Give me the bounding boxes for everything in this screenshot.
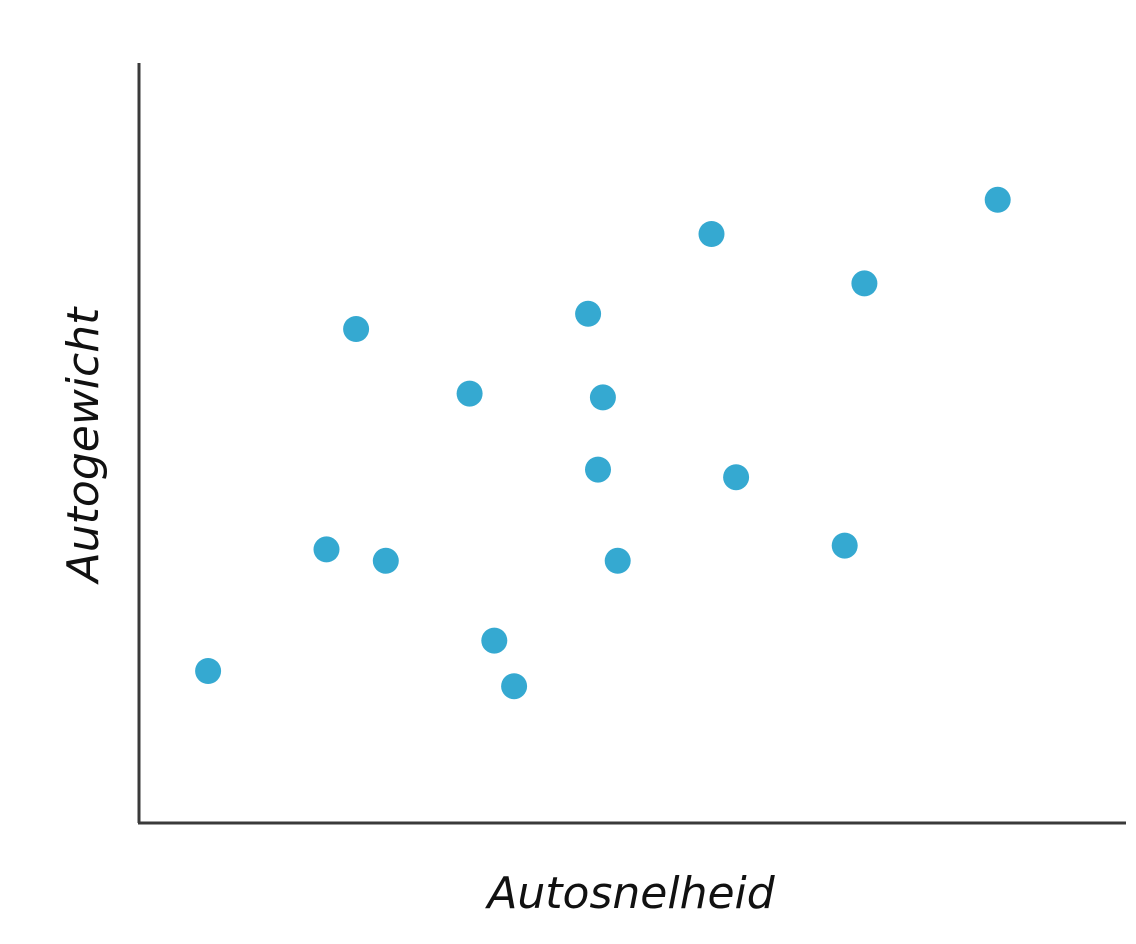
data-point [343, 316, 370, 342]
x-axis-title: Autosnelheid [484, 868, 775, 919]
data-point [589, 384, 616, 411]
data-point [456, 380, 483, 407]
data-point [313, 536, 340, 563]
data-point [481, 627, 508, 654]
data-point [984, 186, 1011, 213]
y-axis-title: Autogewicht [58, 306, 109, 585]
data-point [372, 547, 399, 574]
data-point [831, 532, 858, 559]
data-point [604, 547, 631, 574]
data-point [585, 456, 611, 483]
data-point [723, 464, 750, 491]
data-point [851, 270, 878, 297]
data-point [575, 300, 602, 327]
data-point [501, 673, 528, 700]
data-points [195, 186, 1011, 700]
data-point [698, 221, 725, 247]
data-point [195, 658, 222, 684]
